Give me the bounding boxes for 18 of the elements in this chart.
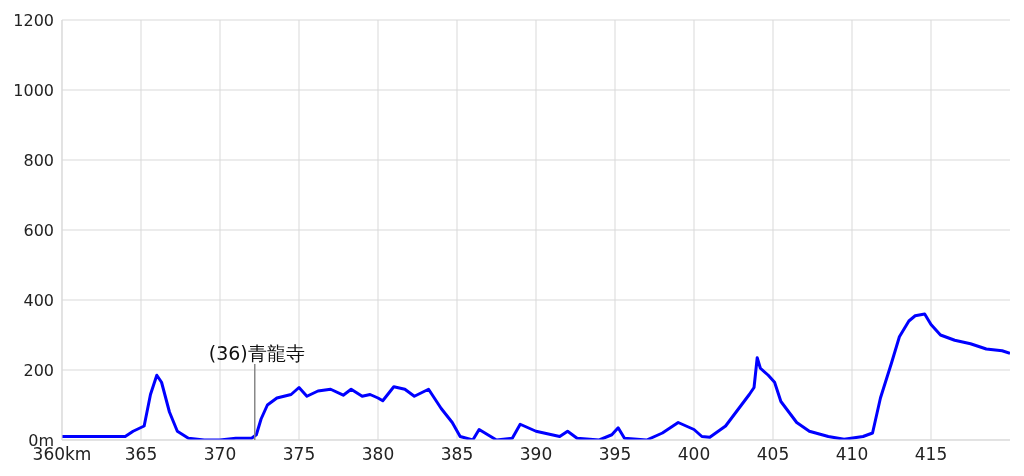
y-tick-label: 1200: [13, 10, 54, 30]
x-tick-label: 410: [835, 444, 869, 465]
x-tick-label: 365: [124, 444, 158, 465]
y-tick-label: 400: [23, 290, 54, 310]
x-tick-label: 390: [519, 444, 553, 465]
x-tick-label: 415: [914, 444, 948, 465]
x-tick-label: 405: [756, 444, 790, 465]
x-tick-label: 370: [203, 444, 237, 465]
ref-line-label: (36)青龍寺: [208, 342, 305, 364]
x-tick-label: 375: [282, 444, 316, 465]
x-tick-label: 380: [361, 444, 395, 465]
y-tick-label: 800: [23, 150, 54, 170]
y-tick-label: 600: [23, 220, 54, 240]
x-tick-label: 400: [677, 444, 711, 465]
y-tick-label: 200: [23, 360, 54, 380]
x-tick-label: 385: [440, 444, 474, 465]
x-tick-label: 395: [598, 444, 632, 465]
y-tick-label: 1000: [13, 80, 54, 100]
